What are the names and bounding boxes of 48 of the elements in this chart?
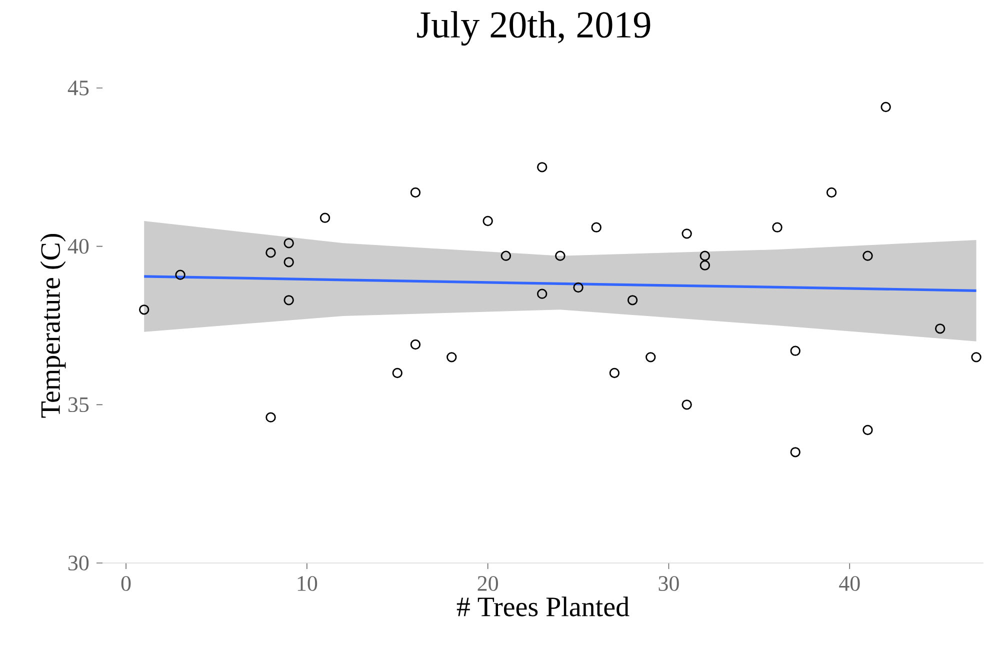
point — [320, 212, 330, 223]
point — [790, 346, 800, 356]
point — [266, 248, 276, 258]
point — [446, 352, 457, 362]
point — [880, 102, 891, 112]
y-tick-label: 45 — [68, 80, 89, 96]
point — [410, 339, 421, 350]
y-tick-label: 35 — [68, 397, 89, 412]
point — [862, 424, 873, 436]
point — [772, 222, 782, 232]
point — [591, 222, 602, 232]
point — [971, 352, 982, 362]
x-tick-label: 20 — [478, 576, 498, 591]
point — [410, 187, 421, 198]
point — [700, 250, 710, 261]
point — [862, 250, 873, 261]
point — [392, 368, 402, 378]
x-axis-title: # Trees Planted — [456, 596, 630, 616]
point — [700, 260, 710, 270]
chart-title: July 20th, 2019 — [417, 11, 650, 46]
point — [934, 324, 946, 334]
point — [609, 368, 620, 378]
point — [139, 304, 150, 315]
point — [790, 447, 800, 458]
point — [536, 288, 548, 299]
point — [682, 228, 692, 239]
x-tick-label: 10 — [298, 576, 318, 591]
point — [266, 412, 276, 422]
point — [284, 238, 294, 248]
point — [284, 257, 294, 268]
y-tick-label: 30 — [68, 556, 89, 570]
point — [284, 295, 294, 306]
point — [555, 250, 566, 261]
point — [536, 162, 548, 172]
x-tick-label: 0 — [121, 576, 131, 591]
point — [826, 187, 837, 198]
point — [682, 400, 692, 410]
point — [175, 270, 186, 280]
point — [500, 250, 512, 261]
line-series — [142, 275, 978, 292]
point — [646, 352, 656, 362]
point — [627, 295, 638, 306]
x-tick-label: 40 — [839, 576, 860, 591]
y-axis-title: Temperature (C) — [40, 234, 66, 418]
x-tick-label: 30 — [658, 576, 679, 591]
point — [573, 282, 584, 293]
y-tick-label: 40 — [68, 238, 89, 254]
point — [482, 216, 493, 226]
